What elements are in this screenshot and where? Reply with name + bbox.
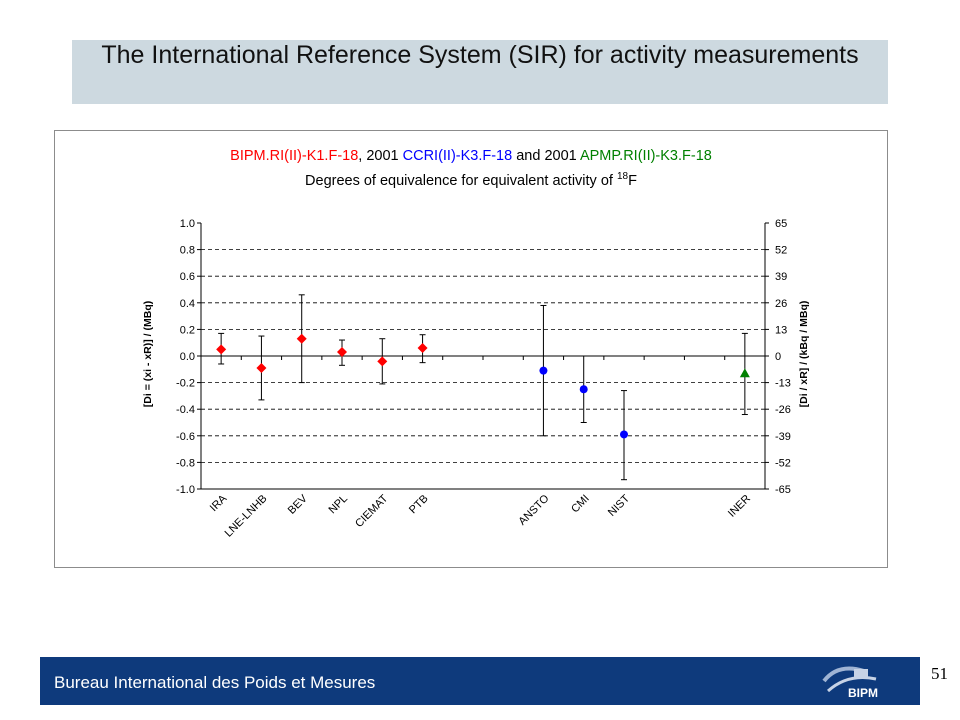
data-point-circle <box>620 430 628 439</box>
page-number: 51 <box>931 664 948 683</box>
chart-title-part: CCRI(II)-K3.F-18 <box>403 148 513 164</box>
chart-subtitle: Degrees of equivalence for equivalent ac… <box>305 171 637 189</box>
x-tick-label: NPL <box>326 493 350 517</box>
chart-frame: BIPM.RI(II)-K1.F-18, 2001 CCRI(II)-K3.F-… <box>54 130 888 568</box>
chart-svg: BIPM.RI(II)-K1.F-18, 2001 CCRI(II)-K3.F-… <box>142 148 810 540</box>
data-point-diamond <box>417 343 428 354</box>
y-tick-label-left: -0.6 <box>176 431 195 443</box>
chart-title-part: APMP.RI(II)-K3.F-18 <box>580 148 712 164</box>
y-tick-label-left: 0.0 <box>180 351 195 363</box>
x-tick-label: CMI <box>569 493 592 516</box>
y-tick-label-right: 13 <box>775 324 787 336</box>
y-tick-label-left: 0.6 <box>180 271 195 283</box>
y-tick-label-left: -0.4 <box>176 404 195 416</box>
slide-title: The International Reference System (SIR)… <box>72 40 888 104</box>
data-point-diamond <box>377 356 388 367</box>
y-tick-label-right: 65 <box>775 218 787 230</box>
y-tick-label-left: -0.8 <box>176 457 195 469</box>
x-tick-label: IRA <box>208 492 230 514</box>
data-point-diamond <box>256 362 267 373</box>
y-tick-label-left: 0.8 <box>180 245 195 257</box>
chart-title: BIPM.RI(II)-K1.F-18, 2001 CCRI(II)-K3.F-… <box>230 148 712 164</box>
data-point-diamond <box>337 347 347 358</box>
data-point-diamond <box>216 344 227 355</box>
footer-bar: Bureau International des Poids et Mesure… <box>40 657 920 705</box>
chart-title-part: , 2001 <box>358 148 402 164</box>
x-tick-label: NIST <box>606 492 632 518</box>
y-tick-label-left: -0.2 <box>176 378 195 390</box>
y-tick-label-left: 1.0 <box>180 218 195 230</box>
y-tick-label-left: 0.2 <box>180 324 195 336</box>
y-tick-label-right: -39 <box>775 431 791 443</box>
x-tick-label: BEV <box>286 492 311 517</box>
chart-title-part: BIPM.RI(II)-K1.F-18 <box>230 148 358 164</box>
svg-text:BIPM: BIPM <box>848 686 878 700</box>
y-tick-label-right: -26 <box>775 404 791 416</box>
data-point-diamond <box>296 333 307 344</box>
data-point-circle <box>579 385 588 394</box>
footer-organization: Bureau International des Poids et Mesure… <box>54 673 376 692</box>
y-tick-label-right: 52 <box>775 245 787 257</box>
data-point-circle <box>539 366 548 375</box>
y-tick-label-right: -52 <box>775 457 791 469</box>
x-tick-label: ANSTO <box>516 492 551 527</box>
y-tick-label-left: -1.0 <box>176 484 195 496</box>
y-axis-label-right: [Di / xR] / (kBq / MBq) <box>798 301 810 408</box>
y-tick-label-right: -65 <box>775 484 791 496</box>
chart-title-part: and 2001 <box>512 148 580 164</box>
x-tick-label: PTB <box>407 493 431 517</box>
y-tick-label-right: 39 <box>775 271 787 283</box>
y-tick-label-right: 26 <box>775 298 787 310</box>
y-tick-label-right: -13 <box>775 378 791 390</box>
x-tick-label: INER <box>726 493 753 520</box>
y-tick-label-left: 0.4 <box>180 298 195 310</box>
x-tick-label: LNE-LNHB <box>223 493 270 540</box>
y-tick-label-right: 0 <box>775 351 781 363</box>
y-axis-label-left: [Di = (xi - xR)] / (MBq) <box>142 301 154 407</box>
x-tick-label: CIEMAT <box>353 492 390 529</box>
data-point-triangle <box>739 368 750 378</box>
bipm-logo: BIPM <box>822 666 878 700</box>
